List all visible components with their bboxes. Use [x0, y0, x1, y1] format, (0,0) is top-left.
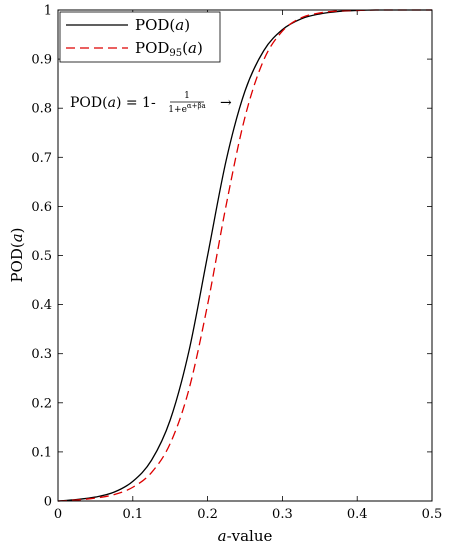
plot-frame	[57, 9, 433, 502]
axis-ticks: 0 0.1 0.2 0.3 0.4 0.5 0 0.1 0.2 0.3 0.4 0.5 0.6 0.7 0.…	[31, 4, 442, 523]
legend: POD(a) POD95(a)	[59, 11, 221, 63]
x-tick-label: 0.4	[347, 507, 368, 522]
y-tick-label: 0.3	[31, 347, 52, 362]
y-tick-label: 0.7	[31, 151, 52, 166]
x-tick-label: 0.2	[197, 507, 218, 522]
y-tick-label: 0	[44, 495, 52, 510]
y-tick-label: 0.5	[31, 249, 52, 264]
x-tick-label: 0.3	[272, 507, 293, 522]
y-tick-label: 1	[44, 4, 52, 19]
y-tick-label: 0.9	[31, 53, 52, 68]
x-tick-label: 0	[54, 507, 62, 522]
x-tick-label: 0.1	[122, 507, 143, 522]
formula-numerator: 1	[184, 91, 190, 101]
series-line-pod95	[57, 9, 432, 502]
y-tick-label: 0.2	[31, 396, 52, 411]
plot-area	[58, 10, 432, 501]
x-tick-label: 0.5	[422, 507, 443, 522]
y-axis-label: POD(a)	[8, 227, 26, 282]
y-tick-label: 0.8	[31, 102, 52, 117]
x-axis-label: a-value	[218, 527, 273, 545]
y-tick-label: 0.1	[31, 445, 52, 460]
legend-box	[59, 11, 221, 63]
legend-label-pod95: POD95(a)	[135, 39, 203, 59]
formula-prefix: POD(a) = 1-	[70, 95, 156, 111]
formula-arrow: →	[220, 95, 232, 111]
y-tick-label: 0.6	[31, 200, 52, 215]
legend-label-pod: POD(a)	[135, 16, 190, 34]
y-tick-label: 0.4	[31, 298, 52, 313]
